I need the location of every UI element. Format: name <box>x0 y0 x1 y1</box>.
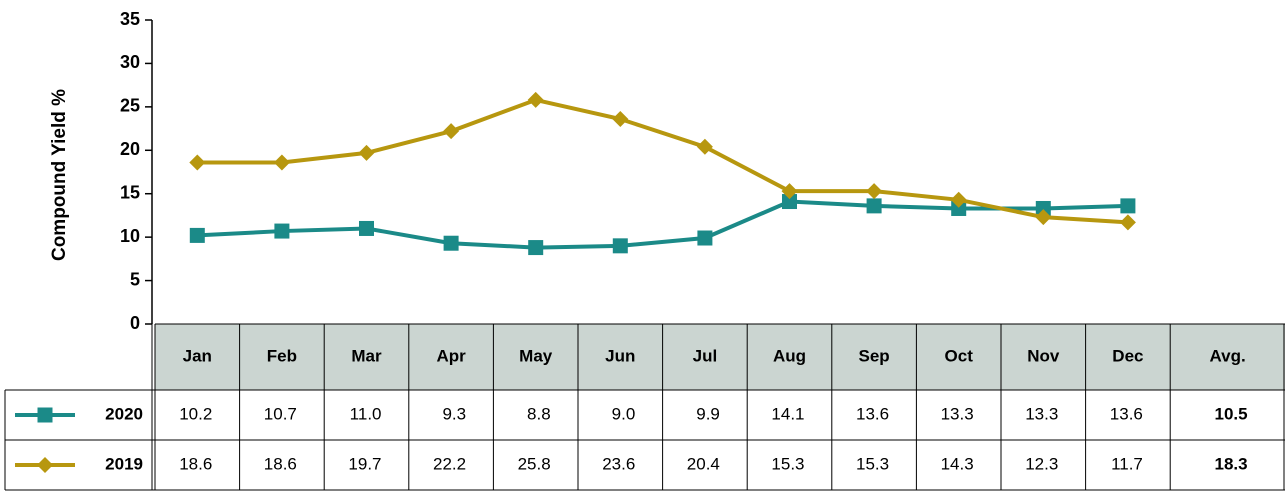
point <box>443 123 460 140</box>
legend-label: 2020 <box>105 404 143 423</box>
x-tick-label: Aug <box>773 346 806 365</box>
point <box>612 111 629 128</box>
point <box>866 198 882 214</box>
point <box>189 154 206 171</box>
point <box>359 220 374 236</box>
y-tick-label: 25 <box>120 96 140 116</box>
point <box>697 230 713 246</box>
point <box>274 223 290 239</box>
table-value: 18.6 <box>179 454 212 473</box>
table-value: 18.6 <box>264 454 297 473</box>
y-axis-title: Compound Yield % <box>49 89 70 261</box>
series-line <box>197 97 1129 225</box>
x-tick-label: Jun <box>605 346 635 365</box>
point <box>612 238 628 254</box>
point <box>443 235 459 251</box>
point <box>528 240 544 256</box>
point <box>1035 200 1051 216</box>
y-tick-label: 0 <box>130 313 140 333</box>
table-value: 8.8 <box>527 404 551 423</box>
point <box>189 227 205 243</box>
point <box>781 183 798 200</box>
point <box>866 183 883 200</box>
average-header: Avg. <box>1209 346 1245 365</box>
point <box>527 91 544 108</box>
x-tick-label: Feb <box>267 346 297 365</box>
table-average: 10.5 <box>1215 404 1248 423</box>
table-value: 25.8 <box>518 454 551 473</box>
y-tick-label: 30 <box>120 52 140 72</box>
point <box>273 154 290 171</box>
point <box>951 200 967 216</box>
x-tick-label: Nov <box>1027 346 1060 365</box>
table-value: 14.3 <box>941 454 974 473</box>
point <box>1035 209 1052 226</box>
legend-label: 2019 <box>105 454 143 473</box>
table-value: 14.1 <box>771 404 804 423</box>
table-value: 15.3 <box>771 454 804 473</box>
x-tick-label: Jul <box>693 346 718 365</box>
x-tick-label: Apr <box>436 346 466 365</box>
point <box>1119 214 1136 231</box>
table-value: 13.3 <box>1025 404 1058 423</box>
x-tick-label: Mar <box>351 346 382 365</box>
table-value: 13.6 <box>1110 404 1143 423</box>
x-tick-label: May <box>519 346 553 365</box>
table-value: 13.3 <box>941 404 974 423</box>
table-value: 13.6 <box>856 404 889 423</box>
table-value: 22.2 <box>433 454 466 473</box>
point <box>782 194 797 210</box>
table-value: 11.7 <box>1111 454 1143 473</box>
legend-marker <box>37 457 53 473</box>
point <box>1120 198 1136 214</box>
table-value: 12.3 <box>1025 454 1058 473</box>
table-value: 9.0 <box>612 404 636 423</box>
table-header <box>155 324 1285 390</box>
y-tick-label: 5 <box>130 269 140 289</box>
table-value: 15.3 <box>856 454 889 473</box>
table-value: 11.0 <box>350 404 382 423</box>
table-value: 20.4 <box>687 454 720 473</box>
table-value: 19.7 <box>348 454 381 473</box>
table-average: 18.3 <box>1215 454 1248 473</box>
x-tick-label: Dec <box>1112 346 1143 365</box>
point <box>696 138 713 155</box>
legend-marker <box>37 407 53 423</box>
series-line <box>197 199 1128 250</box>
table-value: 9.9 <box>696 404 720 423</box>
table-value: 9.3 <box>442 404 466 423</box>
table-value: 10.7 <box>264 404 297 423</box>
point <box>950 191 967 208</box>
point <box>358 144 375 161</box>
x-tick-label: Sep <box>859 346 890 365</box>
x-tick-label: Oct <box>945 346 974 365</box>
y-tick-label: 10 <box>120 226 140 246</box>
table-value: 23.6 <box>602 454 635 473</box>
y-tick-label: 35 <box>120 9 140 29</box>
table-value: 10.2 <box>179 404 212 423</box>
x-tick-label: Jan <box>183 346 212 365</box>
y-tick-label: 15 <box>120 182 140 202</box>
y-tick-label: 20 <box>120 139 140 159</box>
